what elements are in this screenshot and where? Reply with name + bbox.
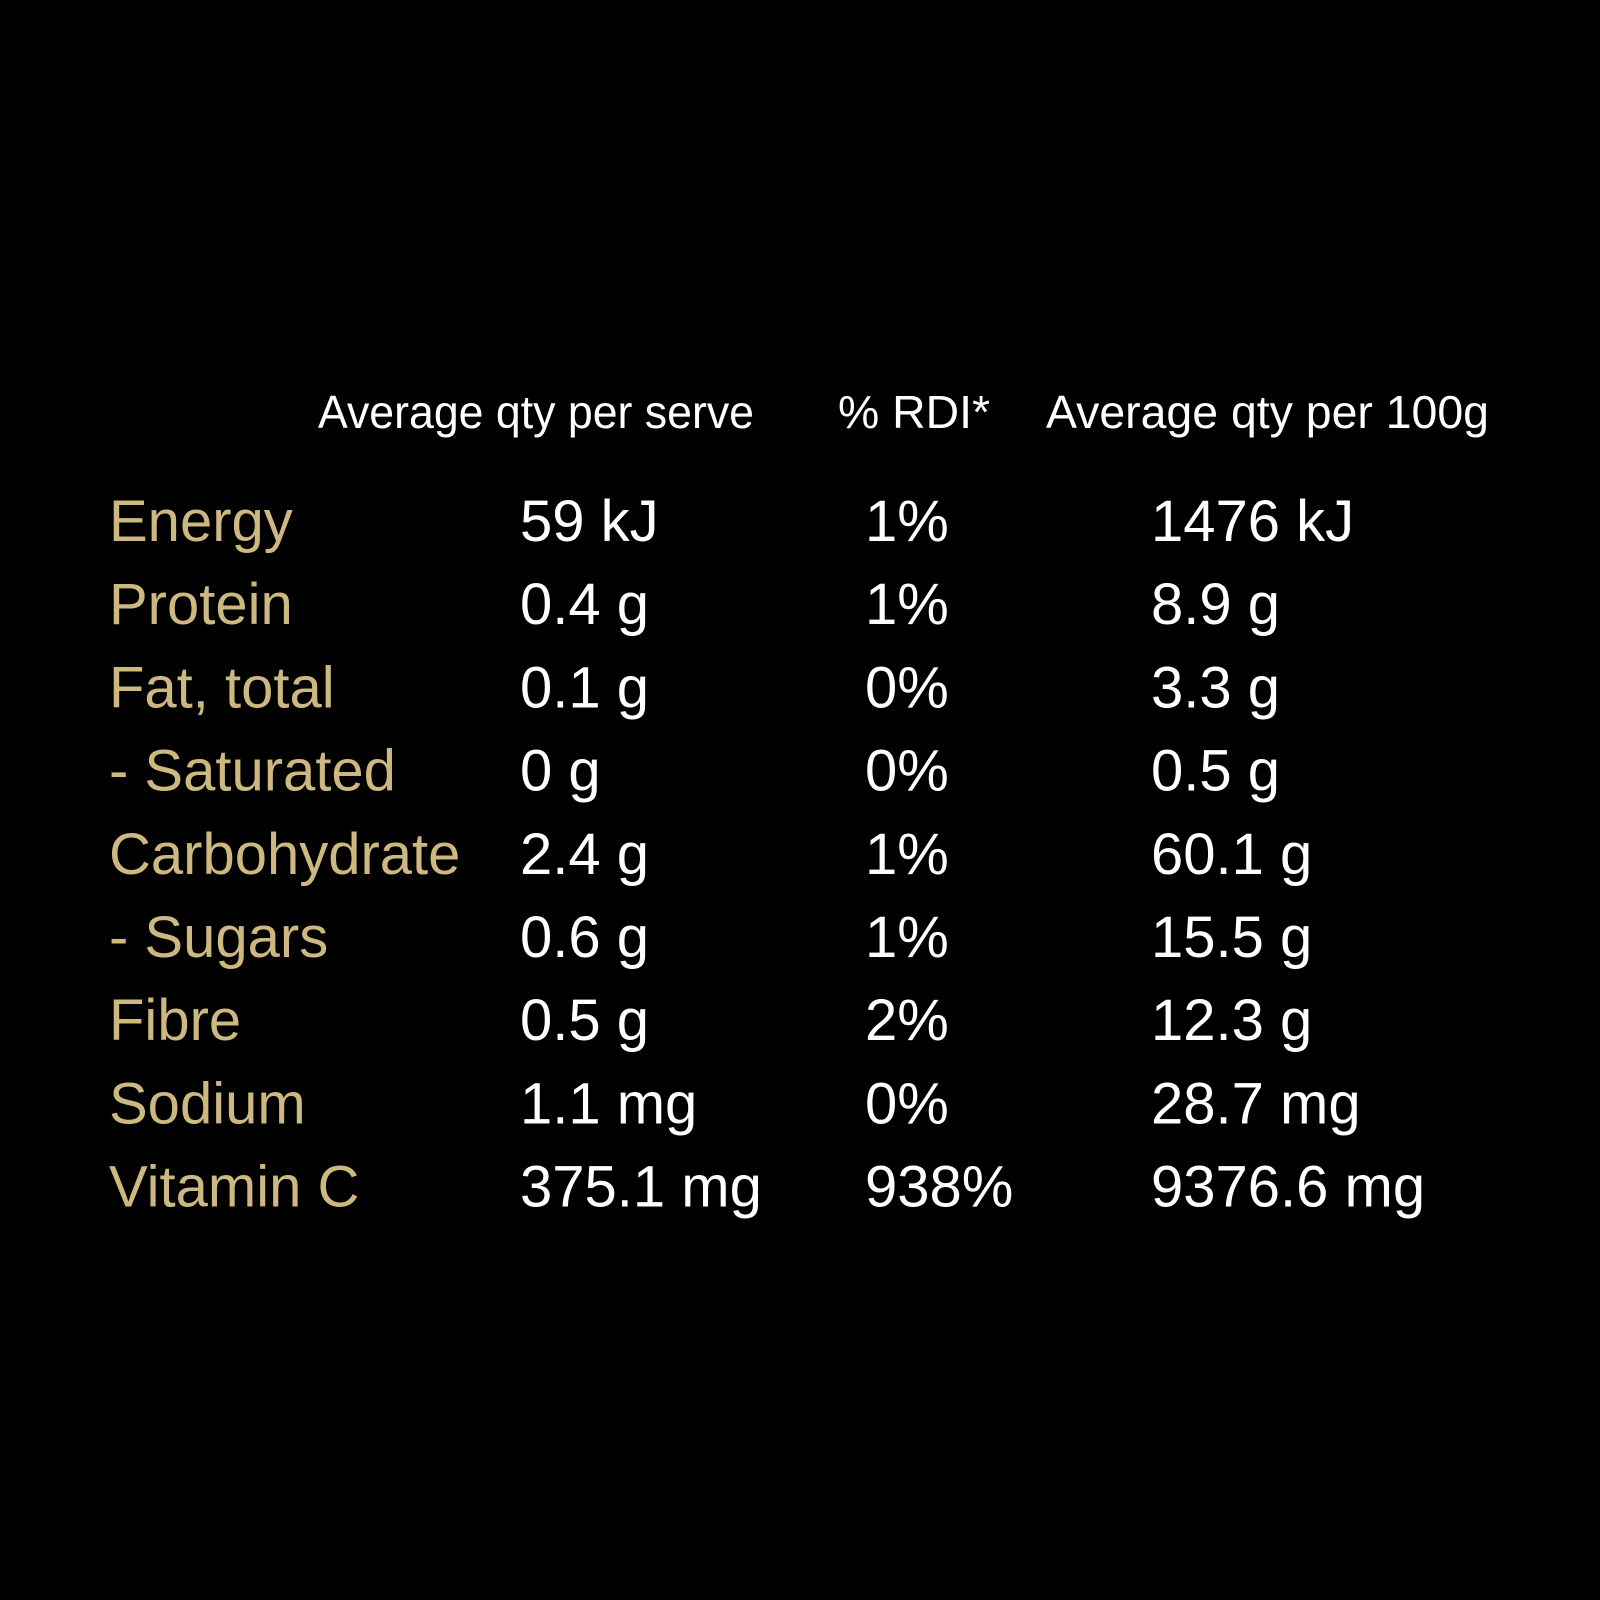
nutrient-value: 1% — [865, 822, 949, 887]
nutrient-value: 1.1 mg — [520, 1071, 697, 1136]
nutrient-value: 0% — [865, 1071, 949, 1136]
nutrient-value: 0% — [865, 739, 949, 804]
nutrient-label: Energy — [109, 489, 293, 554]
nutrient-value: 938% — [865, 1155, 1013, 1220]
column-header: % RDI* — [838, 386, 990, 438]
nutrient-value: 375.1 mg — [520, 1155, 762, 1220]
nutrient-value: 3.3 g — [1151, 655, 1280, 720]
nutrient-value: 2% — [865, 988, 949, 1053]
column-header: Average qty per 100g — [1046, 386, 1489, 438]
nutrient-value: 0.5 g — [520, 988, 649, 1053]
nutrient-value: 1476 kJ — [1151, 489, 1354, 554]
nutrient-value: 9376.6 mg — [1151, 1155, 1425, 1220]
nutrient-value: 28.7 mg — [1151, 1071, 1361, 1136]
nutrient-label: Vitamin C — [109, 1155, 359, 1220]
nutrient-label: Fat, total — [109, 655, 335, 720]
nutrient-value: 0% — [865, 655, 949, 720]
nutrient-label: Sodium — [109, 1071, 306, 1136]
column-header: Average qty per serve — [318, 386, 754, 438]
nutrient-value: 0.5 g — [1151, 739, 1280, 804]
nutrient-value: 60.1 g — [1151, 822, 1312, 887]
nutrient-label: Carbohydrate — [109, 822, 460, 887]
nutrient-label: Fibre — [109, 988, 241, 1053]
nutrient-label: Protein — [109, 572, 293, 637]
nutrient-value: 59 kJ — [520, 489, 659, 554]
nutrient-value: 0.6 g — [520, 905, 649, 970]
nutrient-value: 2.4 g — [520, 822, 649, 887]
nutrient-label: - Sugars — [109, 905, 328, 970]
nutrient-label: - Saturated — [109, 739, 396, 804]
nutrient-value: 12.3 g — [1151, 988, 1312, 1053]
nutrient-value: 0 g — [520, 739, 601, 804]
nutrient-value: 8.9 g — [1151, 572, 1280, 637]
nutrient-value: 1% — [865, 489, 949, 554]
nutrient-value: 15.5 g — [1151, 905, 1312, 970]
nutrient-value: 0.1 g — [520, 655, 649, 720]
nutrient-value: 0.4 g — [520, 572, 649, 637]
nutrient-value: 1% — [865, 905, 949, 970]
nutrient-value: 1% — [865, 572, 949, 637]
